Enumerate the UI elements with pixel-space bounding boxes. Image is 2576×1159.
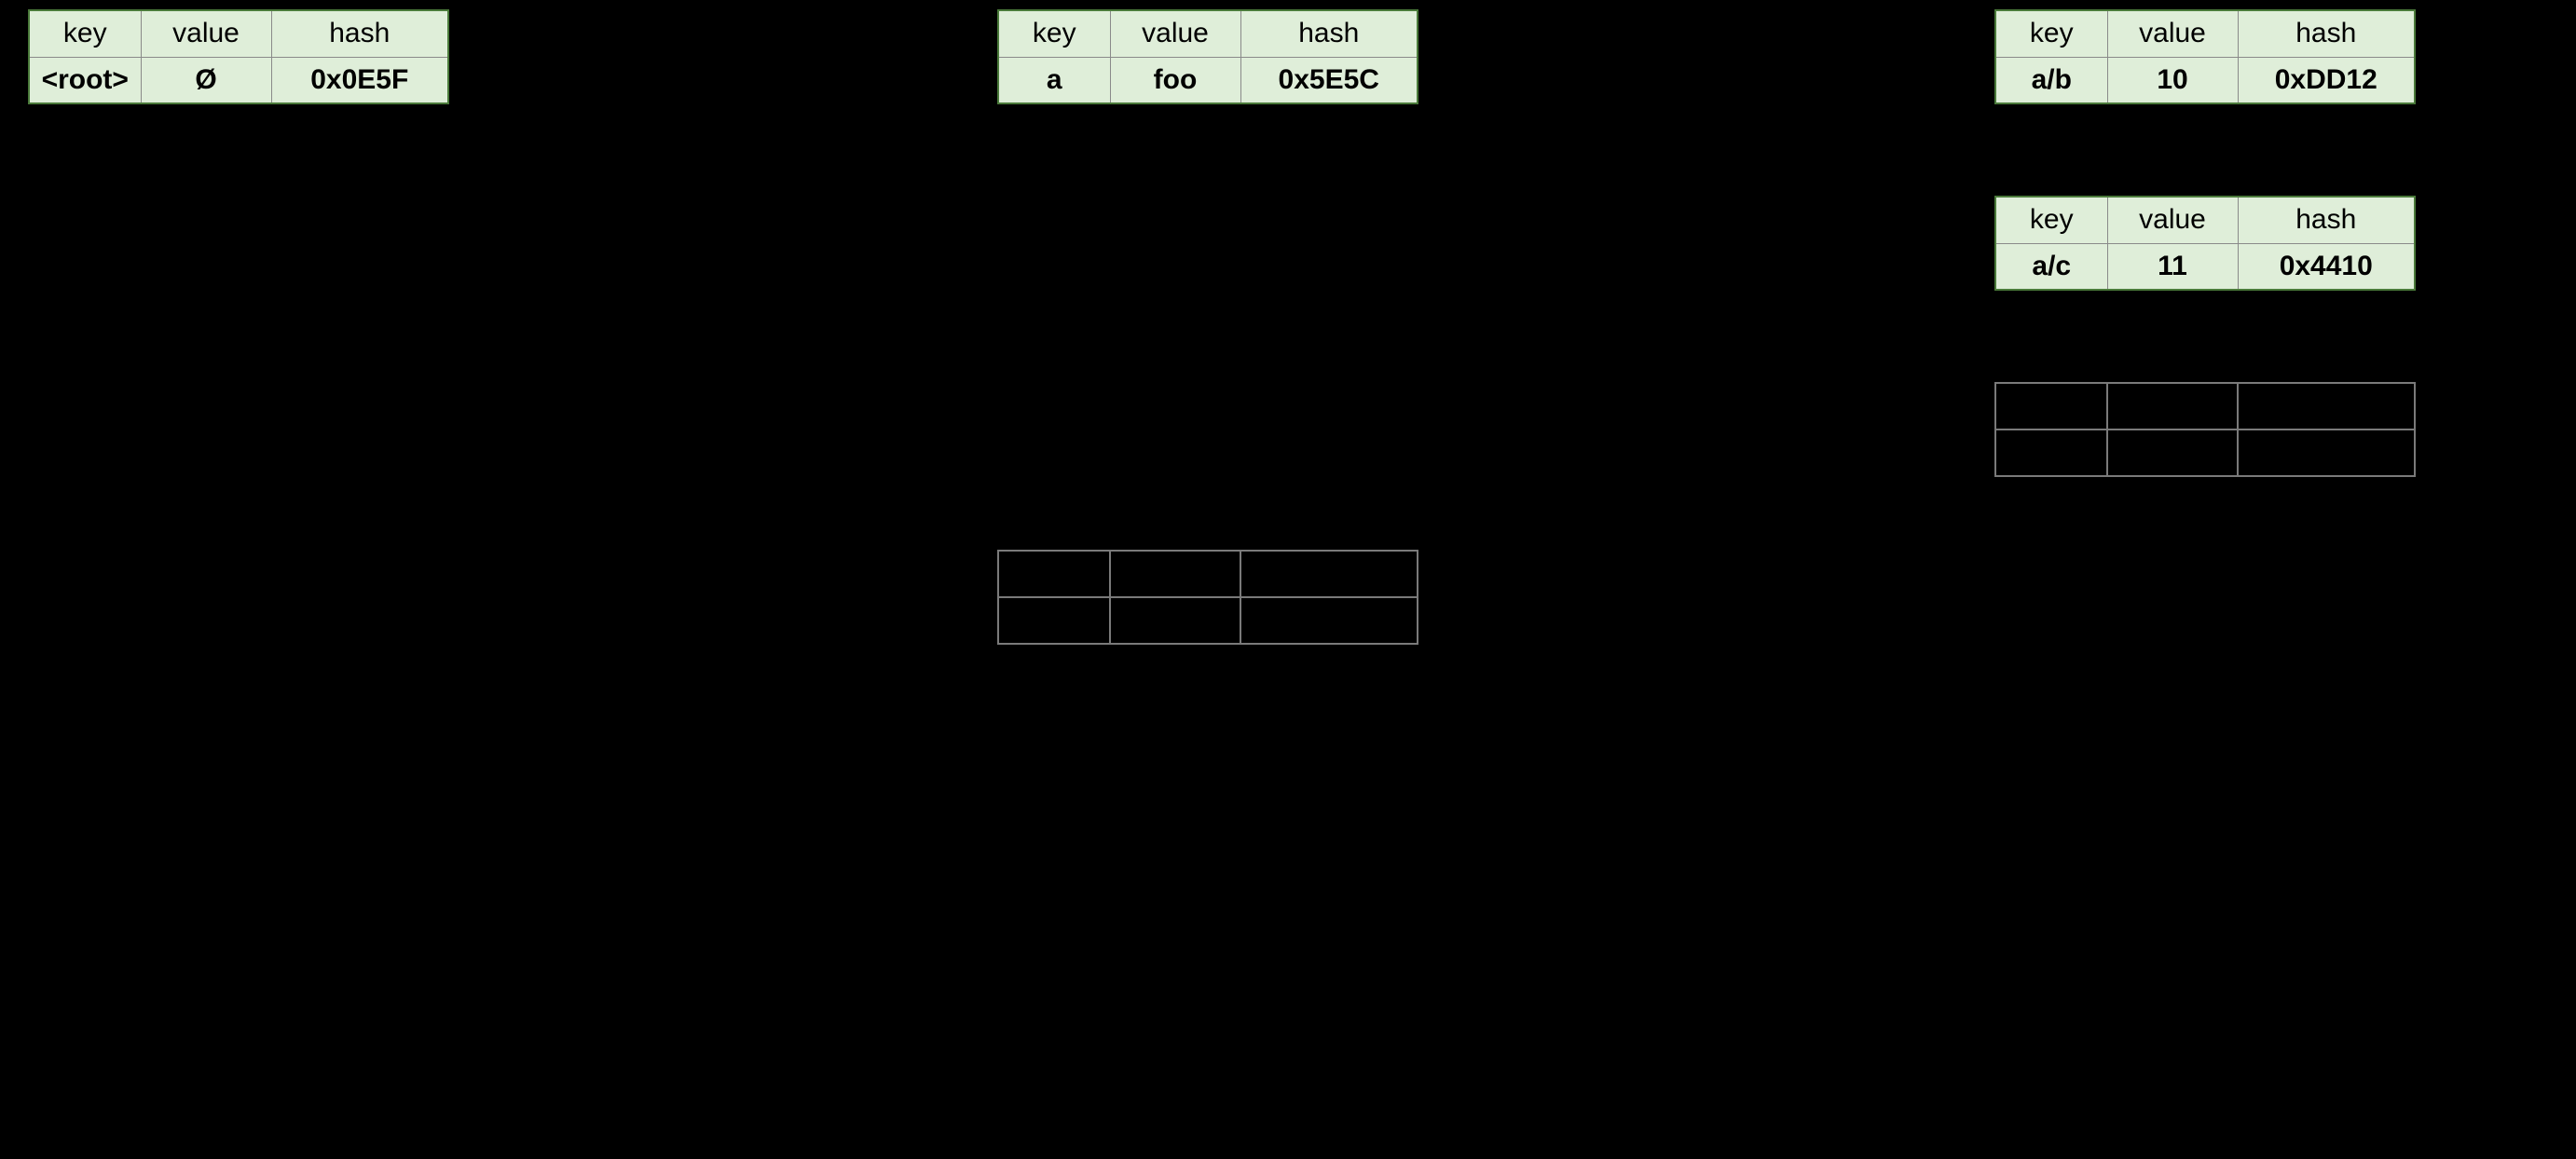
node-a-hash: 0x5E5C bbox=[1240, 57, 1418, 103]
col-key-header: key bbox=[998, 10, 1110, 57]
node-ac-hash: 0x4410 bbox=[2238, 243, 2415, 290]
empty-cell bbox=[2238, 383, 2415, 430]
col-key-header: key bbox=[29, 10, 141, 57]
empty-cell bbox=[1110, 551, 1240, 597]
col-hash-header: hash bbox=[271, 10, 448, 57]
node-ab: key value hash a/b 10 0xDD12 bbox=[1994, 9, 2416, 104]
empty-cell bbox=[2107, 430, 2238, 476]
node-a-key: a bbox=[998, 57, 1110, 103]
node-a-value: foo bbox=[1110, 57, 1240, 103]
empty-cell bbox=[2238, 430, 2415, 476]
empty-cell bbox=[998, 597, 1110, 644]
col-key-header: key bbox=[1995, 197, 2107, 243]
node-ab-value: 10 bbox=[2107, 57, 2238, 103]
col-value-header: value bbox=[141, 10, 271, 57]
col-key-header: key bbox=[1995, 10, 2107, 57]
node-root-value: Ø bbox=[141, 57, 271, 103]
col-hash-header: hash bbox=[2238, 10, 2415, 57]
empty-cell bbox=[1995, 430, 2107, 476]
node-root: key value hash <root> Ø 0x0E5F bbox=[28, 9, 449, 104]
node-ab-hash: 0xDD12 bbox=[2238, 57, 2415, 103]
col-value-header: value bbox=[1110, 10, 1240, 57]
empty-node-2 bbox=[997, 550, 1418, 645]
node-ac: key value hash a/c 11 0x4410 bbox=[1994, 196, 2416, 291]
empty-cell bbox=[2107, 383, 2238, 430]
col-hash-header: hash bbox=[1240, 10, 1418, 57]
empty-cell bbox=[998, 551, 1110, 597]
diagram-canvas: key value hash <root> Ø 0x0E5F key value… bbox=[0, 0, 2576, 1159]
empty-cell bbox=[1995, 383, 2107, 430]
node-a: key value hash a foo 0x5E5C bbox=[997, 9, 1418, 104]
empty-cell bbox=[1110, 597, 1240, 644]
node-ab-key: a/b bbox=[1995, 57, 2107, 103]
empty-node-1 bbox=[1994, 382, 2416, 477]
col-value-header: value bbox=[2107, 10, 2238, 57]
node-ac-key: a/c bbox=[1995, 243, 2107, 290]
col-value-header: value bbox=[2107, 197, 2238, 243]
node-root-hash: 0x0E5F bbox=[271, 57, 448, 103]
empty-cell bbox=[1240, 597, 1418, 644]
node-ac-value: 11 bbox=[2107, 243, 2238, 290]
empty-cell bbox=[1240, 551, 1418, 597]
node-root-key: <root> bbox=[29, 57, 141, 103]
col-hash-header: hash bbox=[2238, 197, 2415, 243]
